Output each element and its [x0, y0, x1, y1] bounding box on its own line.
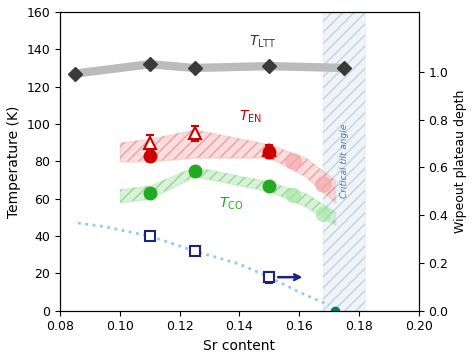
Text: Critical tilt angle: Critical tilt angle [339, 124, 348, 198]
Text: $T_\mathrm{LTT}$: $T_\mathrm{LTT}$ [249, 33, 277, 50]
Bar [323, 12, 365, 311]
Y-axis label: Temperature (K): Temperature (K) [7, 105, 21, 217]
Bar [323, 12, 365, 311]
Y-axis label: Wipeout plateau depth: Wipeout plateau depth [454, 90, 467, 233]
Text: $T_\mathrm{EN}$: $T_\mathrm{EN}$ [239, 108, 263, 125]
Text: $T_\mathrm{CO}$: $T_\mathrm{CO}$ [219, 196, 243, 212]
X-axis label: Sr content: Sr content [203, 339, 275, 353]
